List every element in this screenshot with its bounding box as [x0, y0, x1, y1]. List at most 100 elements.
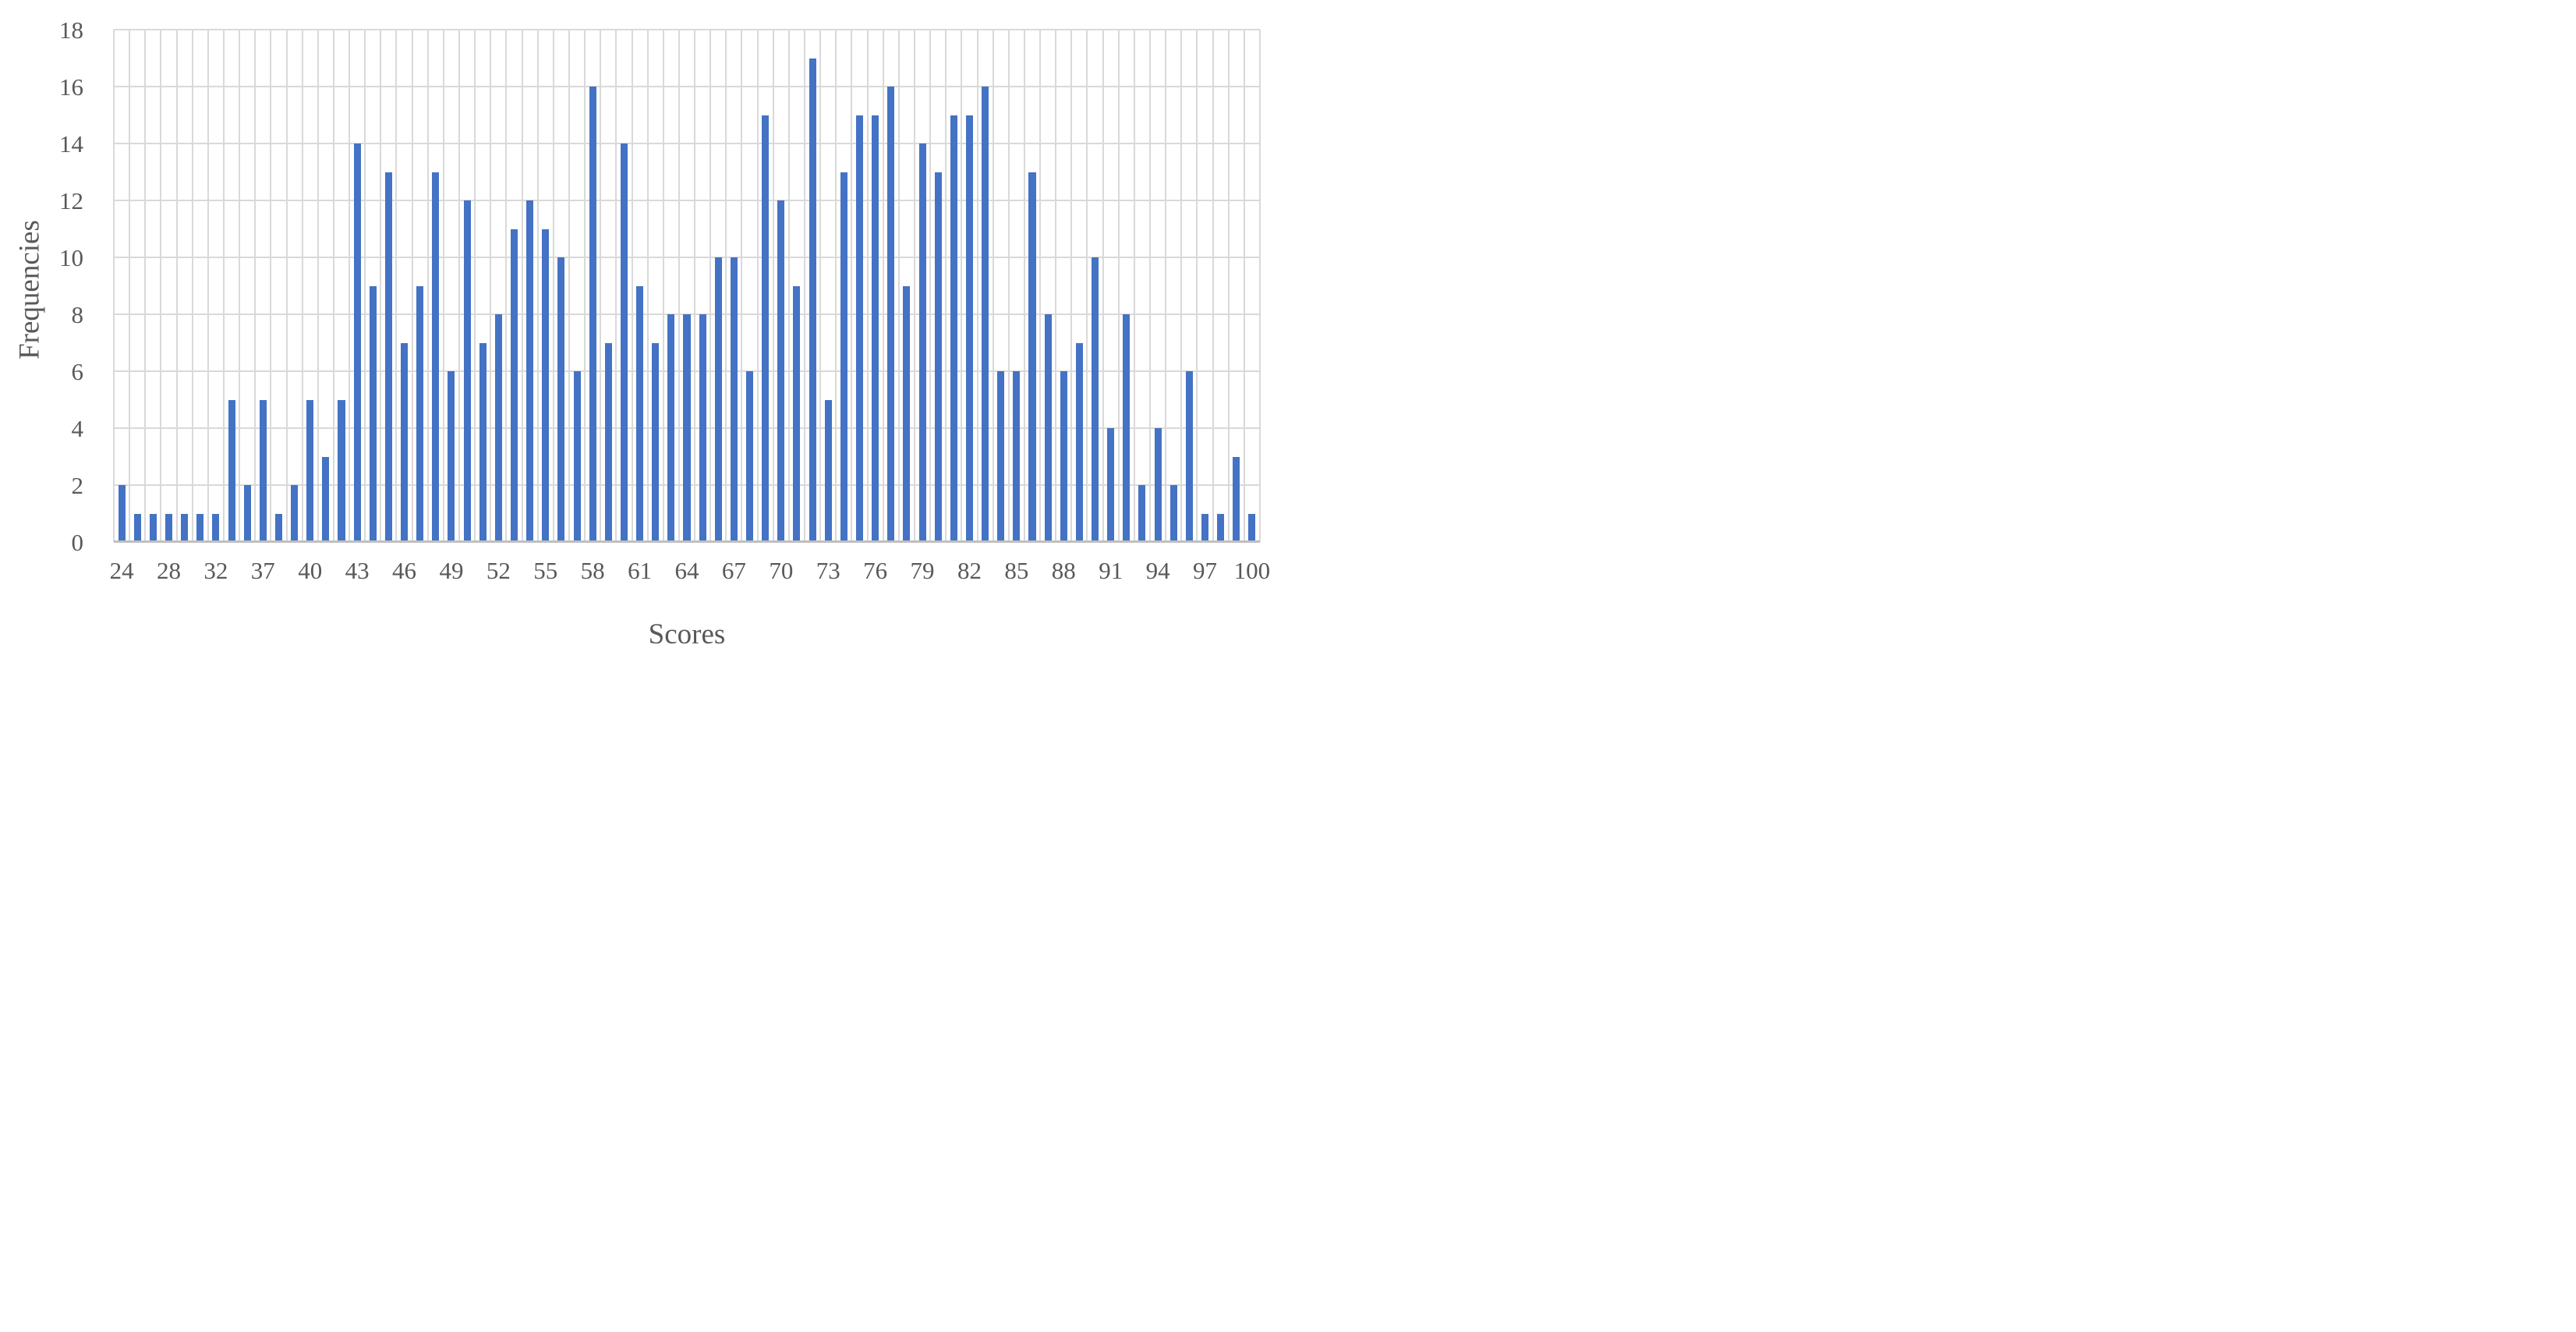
y-tick-label: 12 [59, 187, 83, 214]
gridline-vertical [615, 30, 617, 542]
bar [1169, 485, 1177, 542]
gridline-vertical [1117, 30, 1120, 542]
gridline-vertical [1007, 30, 1010, 542]
x-tick-label: 55 [533, 557, 558, 584]
bar [746, 371, 754, 542]
bar [620, 143, 628, 542]
x-tick-label: 88 [1051, 557, 1076, 584]
bar [965, 115, 973, 542]
bar [982, 87, 989, 542]
x-tick-label: 61 [628, 557, 653, 584]
gridline-vertical [191, 30, 193, 542]
gridline-vertical [851, 30, 853, 542]
gridline-vertical [961, 30, 963, 542]
gridline-vertical [113, 30, 115, 542]
bar [683, 314, 691, 542]
bar [777, 200, 785, 542]
y-tick-label: 18 [59, 16, 83, 44]
bar [338, 399, 345, 542]
x-tick-label: 37 [250, 557, 275, 584]
bar [667, 314, 675, 542]
bar [950, 115, 957, 542]
bar [479, 342, 487, 542]
bar [369, 285, 377, 542]
gridline-vertical [239, 30, 241, 542]
gridline-vertical [175, 30, 178, 542]
bar [1028, 172, 1036, 542]
gridline-vertical [1102, 30, 1104, 542]
bar [934, 172, 942, 542]
x-tick-label: 100 [1233, 557, 1271, 584]
bar [557, 257, 565, 542]
gridline-vertical [490, 30, 492, 542]
x-tick-label: 82 [957, 557, 982, 584]
gridline-vertical [1133, 30, 1135, 542]
gridline-vertical [725, 30, 727, 542]
y-tick-label: 14 [59, 130, 83, 158]
gridline-vertical [349, 30, 351, 542]
gridline-vertical [160, 30, 162, 542]
y-tick-label: 4 [71, 415, 84, 442]
bar [887, 87, 895, 542]
gridline-vertical [458, 30, 460, 542]
bar [196, 513, 204, 542]
x-tick-label: 49 [439, 557, 464, 584]
x-tick-label: 73 [816, 557, 840, 584]
x-tick-label: 58 [580, 557, 605, 584]
bar [494, 314, 502, 542]
gridline-horizontal [114, 257, 1260, 258]
bar [1123, 314, 1131, 542]
gridline-horizontal [114, 200, 1260, 201]
gridline-vertical [709, 30, 712, 542]
bar [526, 200, 534, 542]
gridline-vertical [1165, 30, 1167, 542]
gridline-vertical [285, 30, 288, 542]
y-tick-label: 10 [59, 244, 83, 271]
bar [243, 485, 251, 542]
bar [181, 513, 189, 542]
bar [1233, 456, 1240, 542]
gridline-vertical [662, 30, 664, 542]
bar [1154, 428, 1162, 542]
gridline-vertical [772, 30, 774, 542]
x-axis-line [114, 540, 1260, 543]
bar [228, 399, 235, 542]
bar [918, 143, 926, 542]
gridline-vertical [819, 30, 822, 542]
gridline-horizontal [114, 29, 1260, 30]
bar [306, 399, 314, 542]
gridline-vertical [741, 30, 743, 542]
x-tick-label: 67 [721, 557, 746, 584]
bar [762, 115, 770, 542]
gridline-vertical [835, 30, 837, 542]
bar [855, 115, 864, 542]
bar [589, 87, 596, 542]
bar [463, 200, 471, 542]
gridline-vertical [317, 30, 319, 542]
gridline-vertical [270, 30, 272, 542]
x-tick-label: 76 [863, 557, 888, 584]
gridline-vertical [992, 30, 994, 542]
bar [542, 228, 550, 542]
gridline-vertical [505, 30, 508, 542]
gridline-vertical [1086, 30, 1088, 542]
bar [573, 371, 581, 542]
bar [1201, 513, 1209, 542]
plot-area [113, 29, 1261, 543]
gridline-vertical [866, 30, 869, 542]
gridline-vertical [536, 30, 539, 542]
y-tick-label: 6 [71, 358, 84, 385]
bar [1107, 428, 1115, 542]
bar [1138, 485, 1146, 542]
gridline-vertical [678, 30, 680, 542]
gridline-vertical [1149, 30, 1152, 542]
bar [416, 285, 424, 542]
bar [699, 314, 706, 542]
bar [793, 285, 801, 542]
bar [903, 285, 911, 542]
x-axis-title: Scores [648, 618, 726, 650]
gridline-vertical [945, 30, 947, 542]
x-tick-label: 85 [1004, 557, 1029, 584]
gridline-vertical [426, 30, 429, 542]
bar [212, 513, 220, 542]
